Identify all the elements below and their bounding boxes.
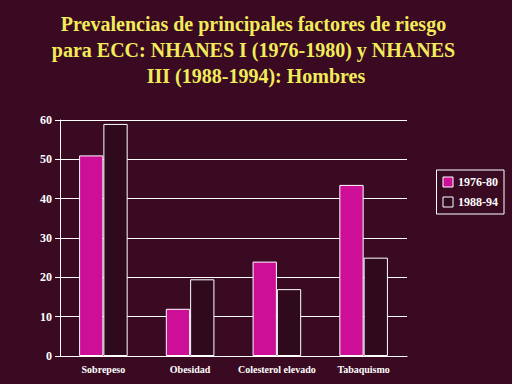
svg-text:50: 50 — [40, 152, 52, 166]
svg-text:20: 20 — [40, 270, 52, 284]
svg-text:30: 30 — [40, 231, 52, 245]
svg-text:III (1988-1994): Hombres: III (1988-1994): Hombres — [147, 65, 366, 88]
svg-text:Obesidad: Obesidad — [170, 364, 211, 375]
svg-text:1988-94: 1988-94 — [458, 195, 498, 209]
svg-text:40: 40 — [40, 192, 52, 206]
svg-text:0: 0 — [46, 349, 52, 363]
svg-text:Sobrepeso: Sobrepeso — [82, 364, 126, 375]
svg-text:Colesterol elevado: Colesterol elevado — [238, 364, 316, 375]
svg-text:Prevalencias de principales fa: Prevalencias de principales factores de … — [61, 13, 451, 36]
svg-text:10: 10 — [40, 310, 52, 324]
svg-text:1976-80: 1976-80 — [458, 175, 498, 189]
svg-text:60: 60 — [40, 113, 52, 127]
svg-text:para ECC: NHANES I (1976-1980): para ECC: NHANES I (1976-1980) y NHANES — [52, 39, 460, 62]
svg-text:Tabaquismo: Tabaquismo — [337, 364, 389, 375]
